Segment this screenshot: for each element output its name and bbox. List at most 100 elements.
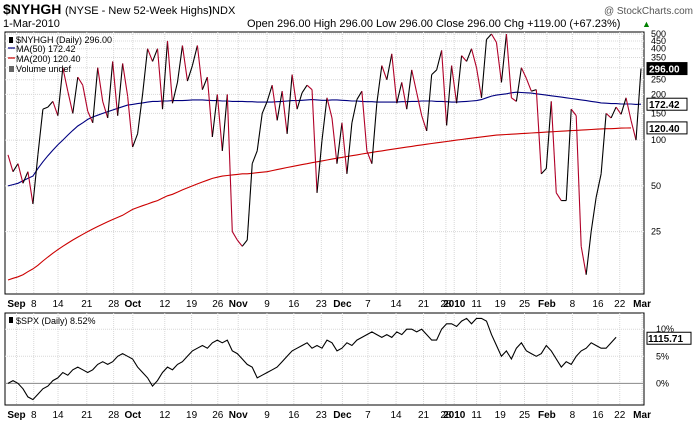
x-tick-label: 26 — [212, 410, 224, 421]
ma50-line — [7, 91, 642, 187]
price-segment — [67, 91, 74, 114]
x-tick-label: 8 — [570, 410, 576, 421]
lower-grid — [5, 313, 644, 405]
x-tick-label: 12 — [159, 410, 171, 421]
main-grid — [5, 32, 644, 294]
x-tick-label: 21 — [81, 410, 93, 421]
price-segment — [635, 68, 642, 141]
price-segment — [555, 192, 562, 201]
price-segment — [500, 33, 507, 83]
price-segment — [540, 168, 547, 175]
price-segment — [117, 63, 124, 116]
price-segment — [386, 53, 393, 80]
price-segment — [37, 109, 44, 155]
price-segment — [47, 101, 54, 108]
legend-ma50: MA(50) 172.42 — [16, 44, 76, 54]
x-tick-label: Dec — [333, 299, 352, 310]
price-segment — [132, 133, 139, 148]
price-segment — [590, 197, 597, 232]
y-tick-label: 10% — [656, 324, 674, 334]
x-tick-label: 16 — [592, 299, 604, 310]
price-segment — [236, 239, 243, 247]
price-segment — [531, 89, 537, 92]
spx-line — [7, 317, 617, 401]
price-segment — [87, 111, 94, 124]
value-tag-box — [646, 62, 688, 76]
price-segment — [92, 67, 99, 123]
price-segment — [550, 101, 557, 193]
lower-panel-frame — [4, 312, 645, 406]
price-segment — [511, 97, 517, 102]
x-tick-label: 7 — [365, 299, 371, 310]
price-segment — [391, 53, 398, 104]
x-tick-label: 19 — [495, 299, 507, 310]
price-segment — [311, 89, 318, 193]
x-tick-label: Mar — [633, 299, 651, 310]
price-segment — [336, 122, 343, 164]
price-segment — [231, 231, 238, 241]
y-tick-label: 25 — [651, 227, 661, 237]
x-tick-label: 28 — [440, 299, 452, 310]
price-segment — [396, 82, 403, 104]
price-segment — [495, 42, 502, 83]
price-segment — [600, 113, 607, 174]
price-segment — [545, 101, 552, 169]
x-tick-label: 25 — [519, 410, 531, 421]
price-segment — [595, 173, 602, 198]
main-series — [7, 33, 642, 281]
y-tick-label: 100 — [651, 135, 666, 145]
y-tick-label: 450 — [651, 36, 666, 46]
x-tick-label: 14 — [52, 410, 64, 421]
legend-swatch-volume — [9, 66, 14, 72]
legend-price: $NYHGH (Daily) 296.00 — [16, 35, 112, 45]
x-tick-label: Sep — [7, 299, 25, 310]
x-tick-label: Oct — [124, 299, 141, 310]
price-segment — [426, 74, 433, 131]
price-segment — [216, 94, 223, 151]
x-tick-label: 16 — [592, 410, 604, 421]
price-segment — [271, 85, 278, 121]
ohlc-readout: Open 296.00 High 296.00 Low 296.00 Close… — [247, 18, 620, 30]
y-tick-label: 350 — [651, 53, 666, 63]
price-segment — [361, 91, 368, 151]
price-segment — [57, 67, 64, 116]
price-segment — [525, 78, 532, 92]
x-tick-label: 14 — [391, 299, 403, 310]
price-segment — [82, 85, 89, 112]
price-segment — [505, 33, 512, 98]
price-segment — [201, 76, 208, 90]
y-tick-label: 400 — [651, 44, 666, 54]
price-segment — [431, 69, 438, 76]
price-segment — [296, 92, 303, 110]
price-segment — [12, 163, 19, 172]
price-segment — [62, 67, 69, 92]
x-tick-label: 28 — [440, 410, 452, 421]
x-tick-label: 23 — [316, 299, 328, 310]
lower-panel: 10% 5% 0% 1115.71 $SPX (Daily) 8.52% — [4, 312, 692, 406]
value-tag-box — [646, 97, 688, 111]
price-segment — [221, 94, 228, 151]
price-segment — [281, 91, 288, 134]
value-tag-label: 296.00 — [649, 65, 680, 76]
x-tick-label: 9 — [264, 299, 270, 310]
price-segment — [630, 120, 637, 141]
price-segment — [241, 239, 248, 247]
x-tick-label: 19 — [495, 410, 507, 421]
price-segment — [166, 40, 174, 104]
x-tick-label: 8 — [570, 299, 576, 310]
price-segment — [580, 246, 587, 275]
price-segment — [17, 163, 24, 184]
x-axis-upper: Sep 8 14 21 28 Oct 12 19 26 Nov 9 16 23 Dec 7 14 21 28201… — [7, 299, 651, 310]
x-tick-label: Sep — [7, 410, 25, 421]
price-segment — [570, 108, 577, 116]
price-segment — [97, 67, 104, 102]
x-tick-label: Oct — [124, 410, 141, 421]
price-segment — [266, 85, 273, 102]
price-segment — [585, 231, 592, 275]
price-segment — [22, 171, 29, 184]
price-segment — [480, 39, 488, 98]
price-segment — [451, 65, 458, 104]
x-tick-label: 19 — [186, 299, 198, 310]
price-segment — [256, 113, 263, 151]
